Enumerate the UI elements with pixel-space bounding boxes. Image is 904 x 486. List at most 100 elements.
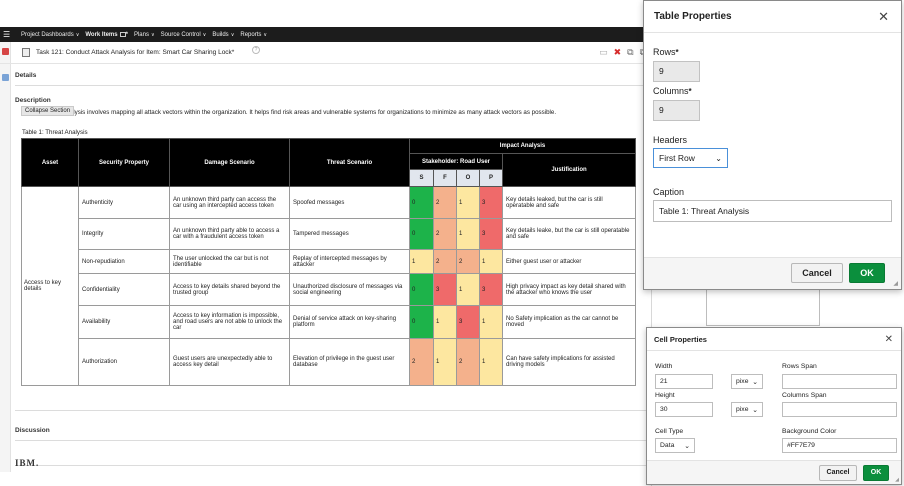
damage-scenario-cell[interactable]: Access to key information is impossible,… (169, 305, 290, 339)
justification-cell[interactable]: Either guest user or attacker (501, 249, 637, 274)
help-icon[interactable]: ? (252, 46, 260, 54)
nav-menu-plans[interactable]: Plans ∨ (133, 31, 155, 38)
header-stakeholder: Stakeholder: Road User (409, 153, 503, 170)
divider (15, 440, 651, 441)
chevron-down-icon: ∨ (150, 31, 155, 38)
rows-span-input[interactable] (782, 374, 897, 389)
threat-analysis-table[interactable]: Asset Security Property Damage Scenario … (21, 138, 637, 386)
justification-cell[interactable]: No Safety implication as the car cannot … (501, 305, 637, 339)
impact-rating-cell[interactable]: 1 (456, 218, 480, 250)
damage-scenario-cell[interactable]: An unknown third party can access the ca… (169, 186, 290, 219)
impact-rating-cell[interactable]: 3 (479, 186, 503, 219)
security-property-cell[interactable]: Availability (78, 305, 170, 339)
details-section-header[interactable]: Details (15, 72, 37, 79)
nav-menu-project-dashboards[interactable]: Project Dashboards ∨ (21, 31, 80, 38)
width-input[interactable]: 21 (655, 374, 713, 389)
columns-span-input[interactable] (782, 402, 897, 417)
threat-scenario-cell[interactable]: Tampered messages (289, 218, 410, 250)
height-unit-select[interactable]: pixe ⌄ (731, 402, 763, 417)
damage-scenario-cell[interactable]: Access to key details shared beyond the … (169, 273, 290, 306)
impact-rating-cell[interactable]: 2 (456, 338, 480, 386)
threat-scenario-cell[interactable]: Elevation of privilege in the guest user… (289, 338, 410, 386)
discussion-section-header[interactable]: Discussion (15, 427, 50, 434)
security-property-cell[interactable]: Non-repudiation (78, 249, 170, 274)
copy-icon[interactable]: ⧉ (627, 47, 634, 57)
dialog-footer: Cancel OK ◢ (647, 460, 901, 484)
rows-input[interactable]: 9 (653, 61, 700, 82)
nav-menu-source-control[interactable]: Source Control ∨ (160, 31, 207, 38)
threat-scenario-cell[interactable]: Denial of service attack on key-sharing … (289, 305, 410, 339)
nav-menu-builds[interactable]: Builds ∨ (212, 31, 235, 38)
impact-rating-cell[interactable]: 0 (409, 186, 434, 219)
impact-rating-cell[interactable]: 1 (456, 273, 480, 306)
damage-scenario-cell[interactable]: Guest users are unexpectedly able to acc… (169, 338, 290, 386)
collapse-section-tooltip: Collapse Section (21, 106, 75, 116)
rail-work-item-icon[interactable] (2, 48, 9, 55)
asset-cell[interactable]: Access to key details (21, 186, 79, 386)
caption-input[interactable]: Table 1: Threat Analysis (653, 200, 892, 222)
work-item-title-bar: Task 121: Conduct Attack Analysis for It… (0, 42, 652, 64)
justification-cell[interactable]: Can have safety implications for assiste… (501, 338, 637, 386)
impact-rating-cell[interactable]: 1 (409, 249, 434, 274)
impact-rating-cell[interactable]: 0 (409, 273, 434, 306)
headers-select[interactable]: First Row ⌄ (653, 148, 728, 168)
damage-scenario-cell[interactable]: An unknown third party able to access a … (169, 218, 290, 250)
rail-outline-icon[interactable] (2, 74, 9, 81)
impact-rating-cell[interactable]: 0 (409, 305, 434, 339)
impact-rating-cell[interactable]: 3 (456, 305, 480, 339)
top-nav-bar: ☰ Project Dashboards ∨ Work Items * Plans ∨… (0, 27, 651, 42)
justification-cell[interactable]: Key details leaked, but the car is still… (501, 186, 637, 219)
impact-rating-cell[interactable]: 3 (433, 273, 457, 306)
background-color-input[interactable]: #FF7E79 (782, 438, 897, 453)
work-item-title: Task 121: Conduct Attack Analysis for It… (36, 49, 235, 56)
resize-handle-icon[interactable]: ◢ (893, 281, 898, 287)
height-input[interactable]: 30 (655, 402, 713, 417)
damage-scenario-cell[interactable]: The user unlocked the car but is not ide… (169, 249, 290, 274)
security-property-cell[interactable]: Authenticity (78, 186, 170, 219)
nav-menu-work-items[interactable]: Work Items * (85, 31, 128, 38)
close-icon[interactable]: ✕ (884, 333, 893, 345)
threat-scenario-cell[interactable]: Unauthorized disclosure of messages via … (289, 273, 410, 306)
cell-type-select[interactable]: Data ⌄ (655, 438, 695, 453)
justification-cell[interactable]: High privacy impact as key detail shared… (501, 273, 637, 306)
impact-rating-cell[interactable]: 1 (479, 305, 503, 339)
impact-rating-cell[interactable]: 3 (479, 218, 503, 250)
width-unit-select[interactable]: pixe ⌄ (731, 374, 763, 389)
delete-icon[interactable]: ✖ (613, 47, 622, 57)
security-property-cell[interactable]: Confidentiality (78, 273, 170, 306)
cancel-button[interactable]: Cancel (819, 465, 857, 481)
impact-rating-cell[interactable]: 1 (479, 249, 503, 274)
impact-rating-cell[interactable]: 2 (433, 218, 457, 250)
impact-rating-cell[interactable]: 1 (433, 338, 457, 386)
threat-scenario-cell[interactable]: Spoofed messages (289, 186, 410, 219)
impact-rating-cell[interactable]: 2 (409, 338, 434, 386)
hamburger-menu-icon[interactable]: ☰ (3, 30, 11, 39)
description-section-header[interactable]: Description (15, 97, 51, 104)
header-security-property: Security Property (78, 138, 170, 187)
nav-menu-reports[interactable]: Reports ∨ (240, 31, 268, 38)
impact-rating-cell[interactable]: 0 (409, 218, 434, 250)
impact-rating-cell[interactable]: 1 (433, 305, 457, 339)
impact-rating-cell[interactable]: 1 (479, 338, 503, 386)
ok-button[interactable]: OK (863, 465, 889, 481)
threat-scenario-cell[interactable]: Replay of intercepted messages by attack… (289, 249, 410, 274)
close-icon[interactable]: ✕ (878, 8, 889, 24)
save-icon[interactable]: ▭ (599, 47, 608, 57)
columns-input[interactable]: 9 (653, 100, 700, 121)
caption-label: Caption (653, 187, 685, 197)
resize-handle-icon[interactable]: ◢ (895, 477, 899, 483)
impact-rating-cell[interactable]: 2 (456, 249, 480, 274)
impact-rating-cell[interactable]: 2 (433, 186, 457, 219)
impact-rating-cell[interactable]: 3 (479, 273, 503, 306)
background-color-label: Background Color (782, 428, 837, 435)
duplicate-icon[interactable]: ⧉ (640, 47, 646, 57)
justification-cell[interactable]: Key details leake, but the car is still … (501, 218, 637, 250)
security-property-cell[interactable]: Integrity (78, 218, 170, 250)
ok-button[interactable]: OK (849, 263, 885, 283)
impact-rating-cell[interactable]: 1 (456, 186, 480, 219)
security-property-cell[interactable]: Authorization (78, 338, 170, 386)
impact-rating-cell[interactable]: 2 (433, 249, 457, 274)
cancel-button[interactable]: Cancel (791, 263, 843, 283)
header-impact-o: O (456, 169, 480, 187)
